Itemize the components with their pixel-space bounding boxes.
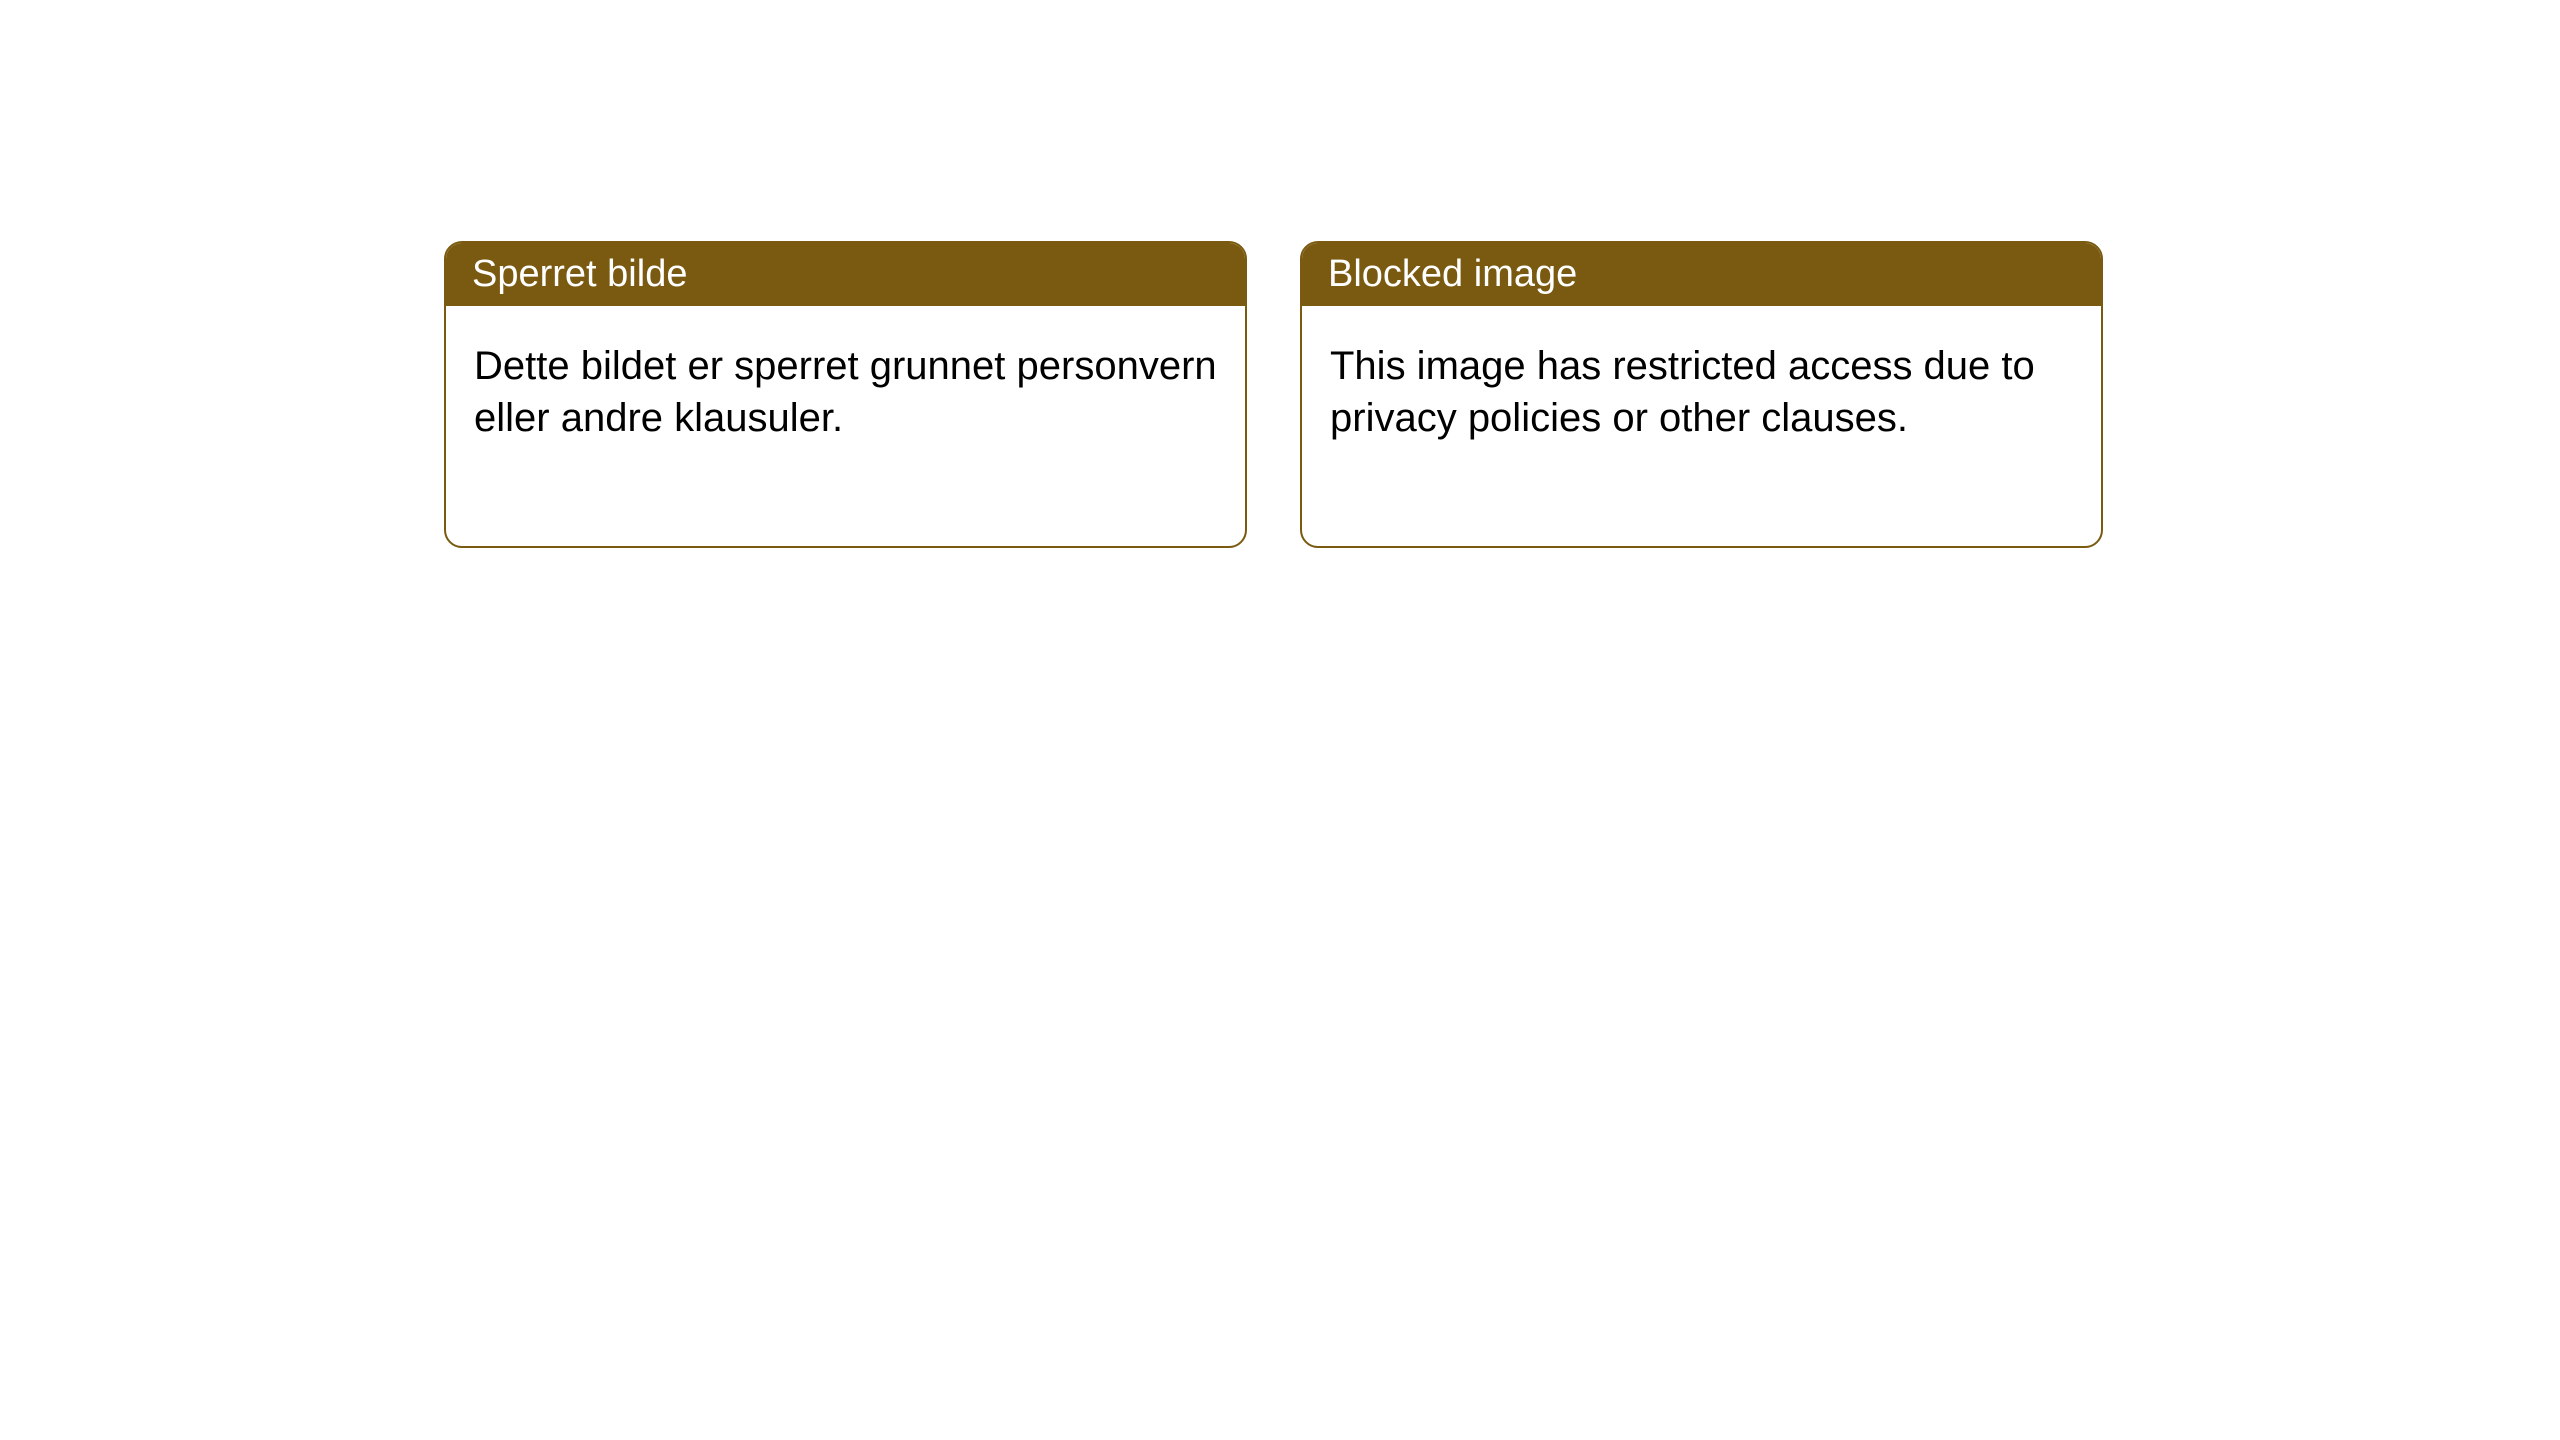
card-body-text: Dette bildet er sperret grunnet personve…: [474, 344, 1217, 440]
card-body: Dette bildet er sperret grunnet personve…: [446, 306, 1245, 546]
card-header: Sperret bilde: [446, 243, 1245, 306]
card-body-text: This image has restricted access due to …: [1330, 344, 2035, 440]
card-header: Blocked image: [1302, 243, 2101, 306]
card-title: Blocked image: [1328, 253, 1577, 295]
blocked-image-card-en: Blocked image This image has restricted …: [1300, 241, 2103, 548]
card-body: This image has restricted access due to …: [1302, 306, 2101, 546]
cards-container: Sperret bilde Dette bildet er sperret gr…: [0, 0, 2560, 548]
card-title: Sperret bilde: [472, 253, 687, 295]
blocked-image-card-no: Sperret bilde Dette bildet er sperret gr…: [444, 241, 1247, 548]
